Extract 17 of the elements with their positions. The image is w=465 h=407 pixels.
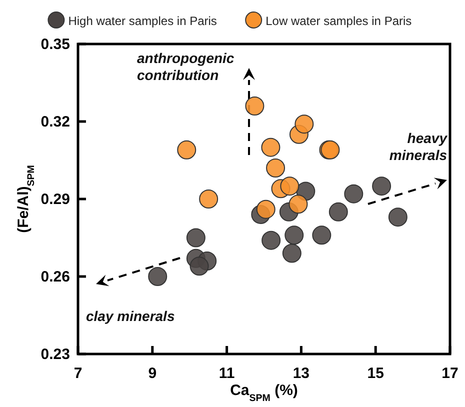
x-tick-label: 13	[292, 365, 310, 382]
y-tick-label: 0.23	[40, 346, 70, 363]
x-tick-label: 15	[367, 365, 384, 382]
y-tick-label: 0.26	[40, 268, 70, 286]
x-tick-label: 7	[74, 365, 82, 382]
legend-label: Low water samples in Paris	[266, 14, 412, 28]
x-tick-label: 11	[218, 365, 235, 382]
y-tick-label: 0.32	[40, 114, 70, 130]
x-axis-title: Ca$_{SPM}$ (%)	[230, 382, 298, 404]
x-tick-label: 9	[148, 365, 157, 382]
annotation: heavy minerals	[389, 130, 448, 163]
y-tick-label: 0.35	[40, 36, 70, 53]
y-tick-label: 0.29	[40, 191, 70, 208]
annotation: clay minerals	[86, 308, 175, 324]
x-tick-label: 17	[442, 365, 458, 382]
legend-label: High water samples in Paris	[68, 14, 217, 28]
annotation: anthropogenic contribution	[137, 50, 234, 83]
